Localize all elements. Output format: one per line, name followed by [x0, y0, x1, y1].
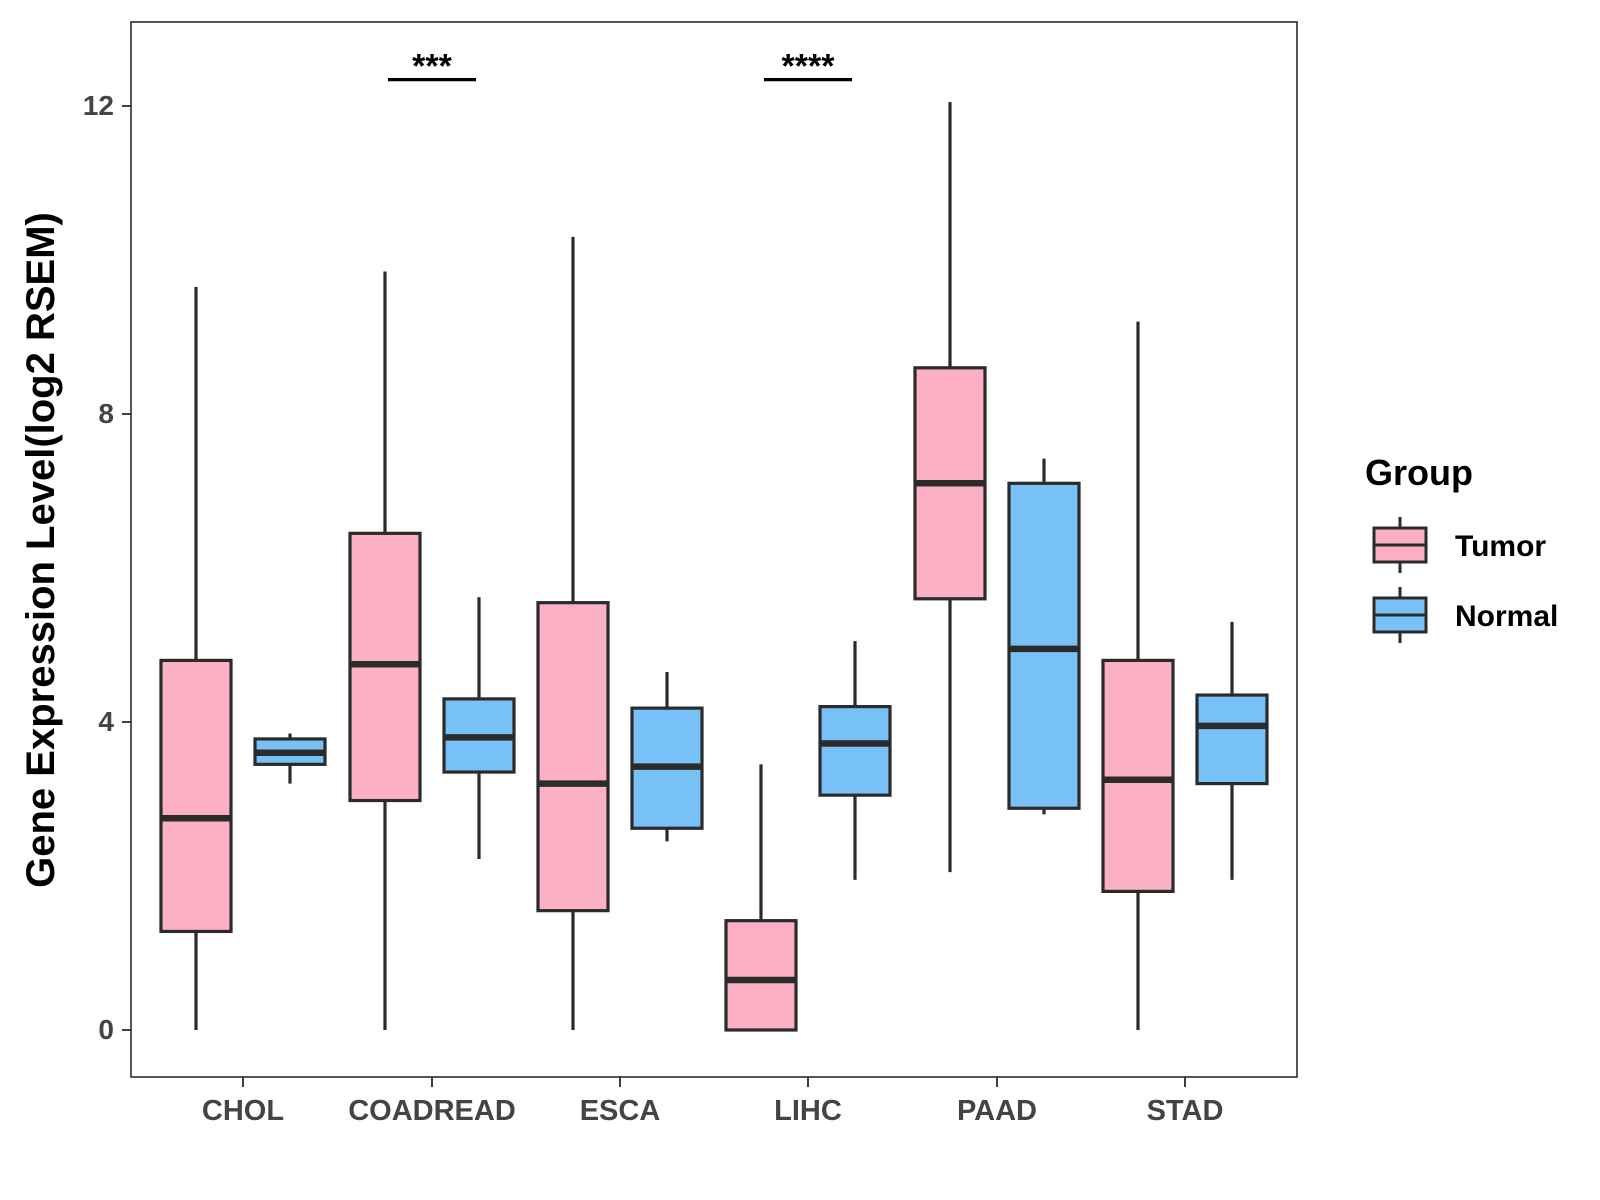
y-axis-title: Gene Expression Level(log2 RSEM) [19, 212, 63, 888]
box-tumor-esca [536, 236, 610, 1030]
box-body [818, 704, 892, 797]
legend: Group Tumor Normal [1365, 452, 1558, 643]
box-normal-chol [253, 733, 327, 784]
legend-item-tumor: Tumor [1372, 517, 1546, 573]
legend-label: Tumor [1455, 530, 1546, 563]
x-tick-label-paad: PAAD [957, 1095, 1037, 1127]
y-axis: 0 4 8 12 [83, 90, 131, 1045]
box-normal-coadread [442, 597, 516, 860]
significance-annotations: *** **** [388, 48, 852, 86]
x-tick-label-chol: CHOL [202, 1095, 284, 1127]
plot-panel [130, 21, 1298, 1078]
legend-label: Normal [1455, 600, 1558, 633]
box-normal-stad [1195, 621, 1269, 880]
box-tumor-stad [1101, 321, 1175, 1030]
x-axis: CHOL COADREAD ESCA LIHC PAAD STAD [202, 1077, 1223, 1127]
y-tick-label: 8 [98, 398, 114, 429]
x-tick-label-esca: ESCA [580, 1095, 661, 1127]
legend-item-normal: Normal [1372, 587, 1558, 643]
significance-label: *** [412, 48, 452, 86]
legend-items: Tumor Normal [1372, 517, 1558, 643]
box-normal-paad [1007, 458, 1081, 815]
significance-label: **** [782, 48, 836, 86]
y-tick-label: 4 [98, 706, 114, 737]
x-tick-label-stad: STAD [1147, 1095, 1224, 1127]
x-tick-label-lihc: LIHC [774, 1095, 842, 1127]
box-body [724, 919, 798, 1032]
legend-title: Group [1365, 452, 1473, 493]
box-tumor-coadread [348, 271, 422, 1030]
box-tumor-lihc [724, 764, 798, 1032]
y-tick-label: 12 [83, 90, 114, 121]
box-body [159, 658, 233, 934]
box-normal-esca [630, 671, 704, 842]
box-body [536, 601, 610, 913]
box-normal-lihc [818, 641, 892, 880]
box-tumor-chol [159, 286, 233, 1030]
box-series [159, 102, 1269, 1032]
y-tick-label: 0 [98, 1014, 114, 1045]
box-body [1101, 658, 1175, 894]
box-body [1195, 693, 1269, 786]
x-tick-label-coadread: COADREAD [348, 1095, 516, 1127]
box-tumor-paad [913, 102, 987, 873]
